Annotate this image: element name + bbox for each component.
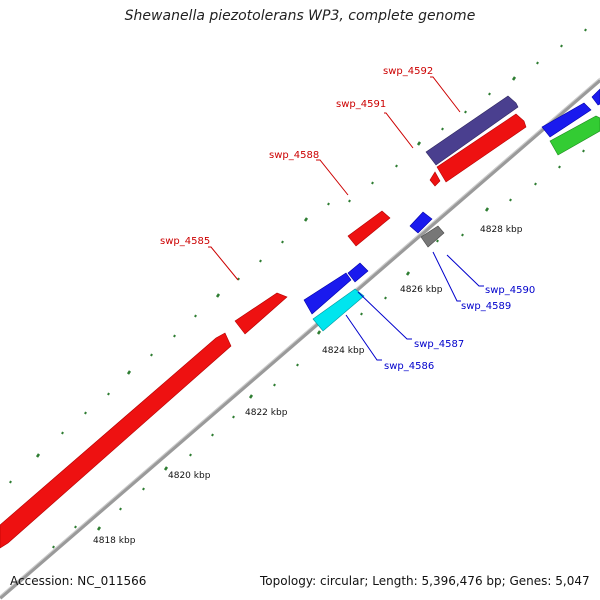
gene-arrow-swp-4587[interactable] — [303, 272, 352, 315]
gene-label-swp-4585[interactable]: swp_4585 — [160, 236, 210, 247]
gene-arrow-swp-4585[interactable] — [234, 292, 288, 335]
genome-summary-text: Topology: circular; Length: 5,396,476 bp… — [260, 574, 590, 588]
gene-arrow-swp-4585-long[interactable] — [0, 332, 232, 549]
gene-arrow-small-blue[interactable] — [347, 262, 369, 283]
gene-label-swp-4586[interactable]: swp_4586 — [384, 361, 434, 372]
gene-arrow-swp-4590[interactable] — [409, 211, 433, 234]
genome-backbone-highlight — [0, 77, 600, 597]
scale-label-4824: 4824 kbp — [322, 346, 365, 356]
gene-label-swp-4591[interactable]: swp_4591 — [336, 99, 386, 110]
genome-backbone — [0, 78, 600, 600]
gene-arrow-swp-4591[interactable] — [436, 113, 527, 183]
gene-arrow-green[interactable] — [549, 115, 600, 156]
gene-label-swp-4592[interactable]: swp_4592 — [383, 66, 433, 77]
reverse-leader-lines — [345, 251, 484, 361]
gene-label-swp-4588[interactable]: swp_4588 — [269, 150, 319, 161]
gene-label-swp-4589[interactable]: swp_4589 — [461, 301, 511, 312]
accession-text: Accession: NC_011566 — [10, 574, 147, 588]
gene-arrow-blue-edge[interactable] — [591, 88, 600, 106]
scale-label-4818: 4818 kbp — [93, 536, 136, 546]
gene-label-swp-4590[interactable]: swp_4590 — [485, 285, 535, 296]
gene-arrow-swp-4592[interactable] — [425, 95, 519, 166]
outer-tick-row — [9, 28, 587, 484]
map-title: Shewanella piezotolerans WP3, complete g… — [124, 8, 476, 24]
gene-arrow-swp-4588[interactable] — [347, 210, 391, 247]
forward-leader-lines — [208, 76, 461, 281]
scale-label-4820: 4820 kbp — [168, 471, 211, 481]
inner-tick-row — [52, 149, 585, 549]
gene-arrow-blue-right[interactable] — [541, 102, 592, 138]
gene-arrow-swp-4586[interactable] — [312, 288, 365, 332]
scale-label-4822: 4822 kbp — [245, 408, 288, 418]
gene-arrow-small-red[interactable] — [429, 171, 441, 187]
gene-arrow-swp-4589[interactable] — [420, 225, 445, 248]
gene-label-swp-4587[interactable]: swp_4587 — [414, 339, 464, 350]
scale-label-4828: 4828 kbp — [480, 225, 523, 235]
scale-label-4826: 4826 kbp — [400, 285, 443, 295]
